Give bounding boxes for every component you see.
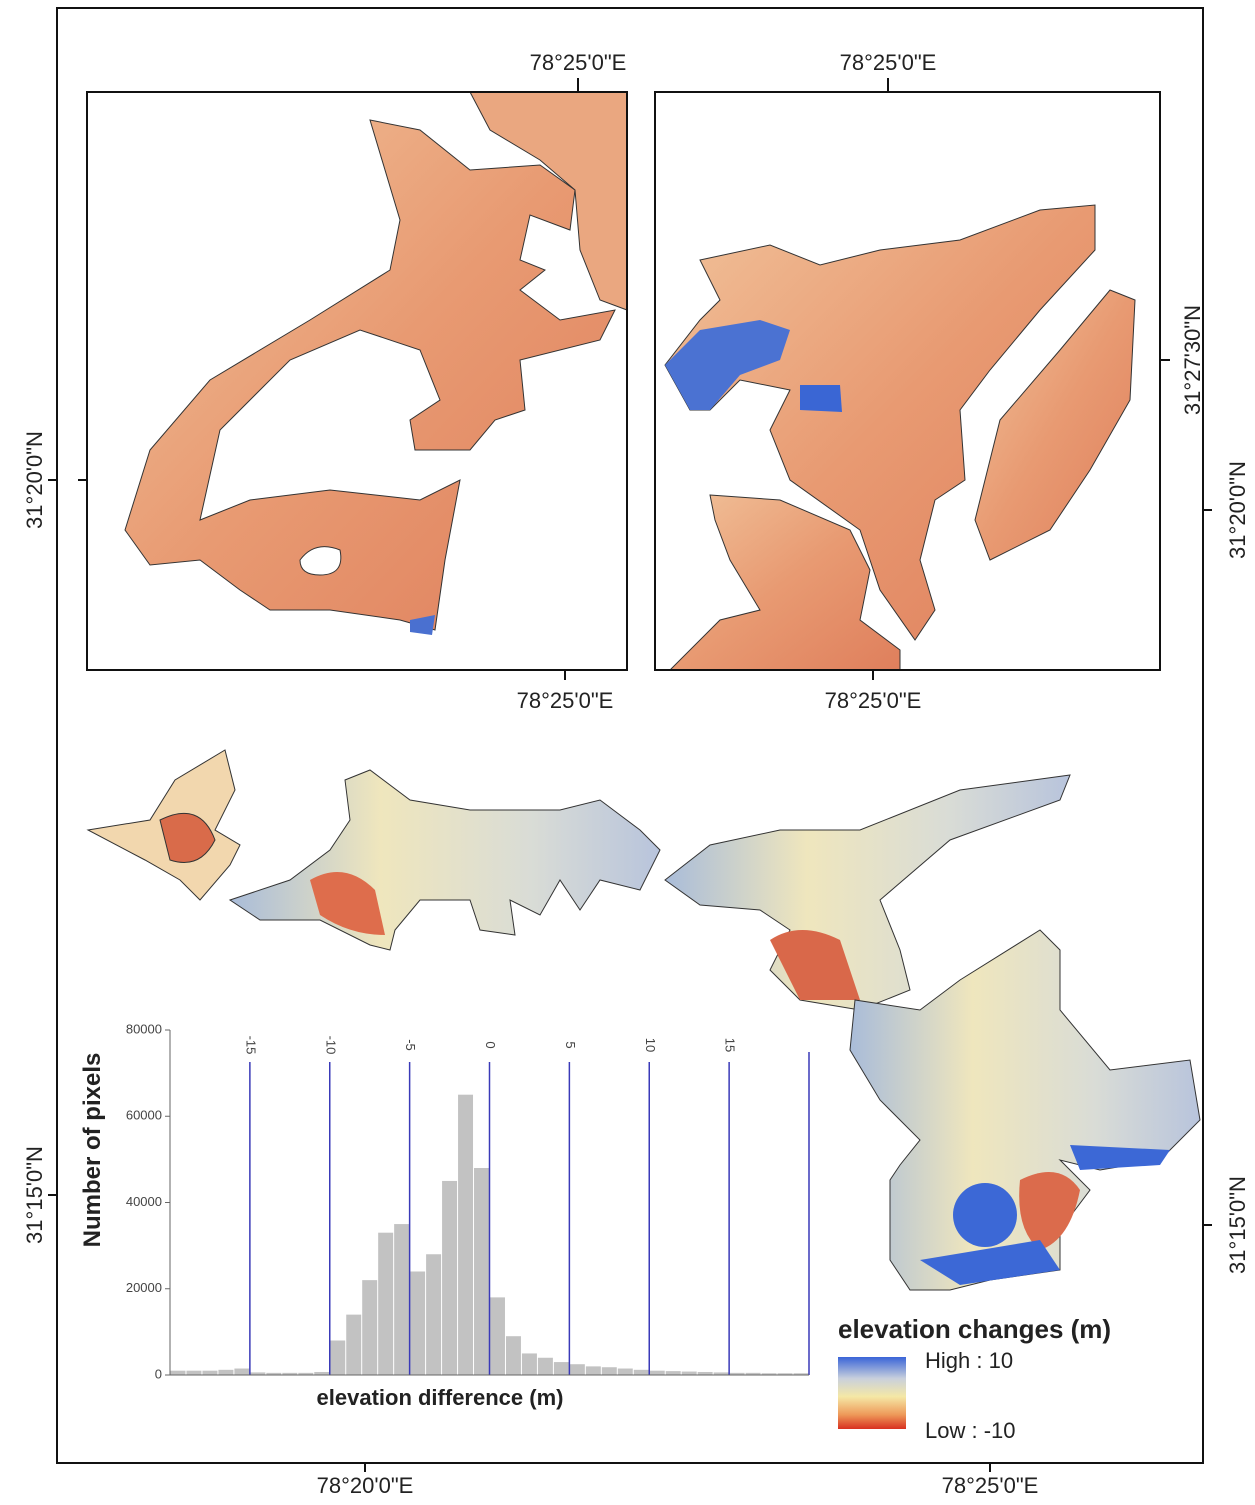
bar	[330, 1341, 345, 1376]
legend-title: elevation changes (m)	[838, 1314, 1111, 1344]
x-tick-label: 0	[483, 1041, 498, 1048]
bar	[426, 1254, 441, 1375]
legend: elevation changes (m) High : 10 Low : -1…	[838, 1314, 1111, 1443]
bar	[602, 1367, 617, 1375]
latitude-label: 31°15'0"N	[1225, 1176, 1250, 1274]
longitude-label: 78°25'0"E	[942, 1473, 1039, 1498]
bar	[682, 1372, 697, 1375]
map-figure: elevation changes (m) High : 10 Low : -1…	[0, 0, 1255, 1505]
bar	[506, 1336, 521, 1375]
bar	[394, 1224, 409, 1375]
main-glaciers	[88, 750, 1200, 1290]
bar	[458, 1095, 473, 1375]
inset-left	[87, 92, 627, 670]
bar	[634, 1370, 649, 1375]
bar	[410, 1272, 425, 1376]
longitude-label: 78°25'0"E	[840, 50, 937, 75]
bar	[586, 1366, 601, 1375]
bar	[490, 1297, 505, 1375]
x-tick-label: -5	[403, 1039, 418, 1051]
longitude-label: 78°20'0"E	[317, 1473, 414, 1498]
longitude-label: 78°25'0"E	[530, 50, 627, 75]
bar	[538, 1358, 553, 1375]
x-axis-title: elevation difference (m)	[317, 1385, 564, 1410]
bar	[171, 1371, 186, 1375]
legend-low: Low : -10	[925, 1418, 1016, 1443]
inset-right	[655, 92, 1160, 670]
x-tick-label: -10	[323, 1036, 338, 1055]
latitude-label: 31°27'30"N	[1180, 305, 1205, 415]
y-tick-label: 80000	[126, 1021, 162, 1036]
x-tick-label: 10	[643, 1038, 658, 1052]
bar	[362, 1280, 377, 1375]
y-axis-title: Number of pixels	[79, 1053, 106, 1248]
longitude-label: 78°25'0"E	[517, 688, 614, 713]
bar	[554, 1362, 569, 1375]
histogram: -15 -10 -5 0 5 10 15 0 20000 40000 60000 80000 eleva…	[79, 1021, 809, 1410]
bar	[570, 1364, 585, 1375]
latitude-label: 31°20'0"N	[22, 431, 47, 529]
longitude-label: 78°25'0"E	[825, 688, 922, 713]
latitude-label: 31°15'0"N	[22, 1146, 47, 1244]
x-tick-label: -15	[243, 1036, 258, 1055]
bar	[234, 1369, 249, 1375]
y-tick-label: 40000	[126, 1194, 162, 1209]
bar	[618, 1369, 633, 1375]
y-tick-label: 20000	[126, 1280, 162, 1295]
legend-ramp	[838, 1357, 906, 1429]
y-tick-label: 60000	[126, 1108, 162, 1123]
x-tick-label: 5	[563, 1041, 578, 1048]
bar	[650, 1371, 665, 1375]
bar	[666, 1371, 681, 1375]
legend-high: High : 10	[925, 1348, 1013, 1373]
bar	[442, 1181, 457, 1375]
bar	[218, 1370, 233, 1375]
y-tick-label: 0	[155, 1366, 162, 1381]
latitude-label: 31°20'0"N	[1225, 461, 1250, 559]
bar	[186, 1371, 201, 1375]
bar	[346, 1315, 361, 1375]
bar	[378, 1233, 393, 1375]
bar	[522, 1353, 537, 1375]
x-tick-label: 15	[723, 1038, 738, 1052]
bar	[474, 1168, 489, 1375]
bar	[202, 1371, 217, 1375]
